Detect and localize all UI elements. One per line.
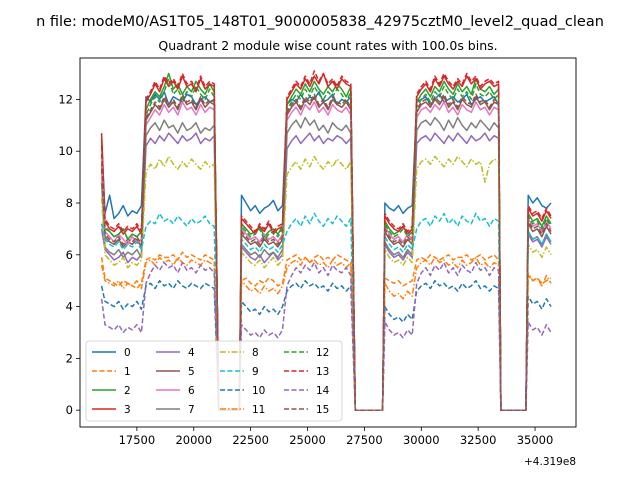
chart-title: Quadrant 2 module wise count rates with … bbox=[158, 38, 497, 53]
series-line-0 bbox=[100, 90, 552, 411]
legend-label-7: 7 bbox=[188, 404, 195, 416]
y-axis: 0 2 4 6 8 10 12 bbox=[58, 92, 80, 417]
x-tick-label: 25000 bbox=[289, 433, 326, 447]
figure-suptitle: n file: modeM0/AS1T05_148T01_9000005838_… bbox=[36, 14, 604, 30]
legend-label-13: 13 bbox=[316, 366, 329, 378]
legend-label-11: 11 bbox=[252, 404, 265, 416]
y-tick-label: 6 bbox=[66, 248, 73, 262]
x-tick-label: 32500 bbox=[460, 433, 497, 447]
x-tick-label: 35000 bbox=[517, 433, 554, 447]
x-tick-label: 17500 bbox=[119, 433, 156, 447]
y-tick-label: 8 bbox=[66, 196, 73, 210]
legend-label-6: 6 bbox=[188, 385, 195, 397]
y-tick-label: 10 bbox=[58, 144, 73, 158]
legend-label-4: 4 bbox=[188, 347, 195, 359]
x-axis: 17500 20000 22500 25000 27500 30000 32500 35000 bbox=[119, 427, 554, 447]
axes-frame bbox=[79, 57, 577, 428]
y-tick-label: 2 bbox=[66, 351, 73, 365]
series-line-15 bbox=[100, 93, 552, 411]
legend-label-9: 9 bbox=[252, 366, 259, 378]
series-line-13 bbox=[100, 70, 552, 411]
series-line-8 bbox=[100, 155, 552, 411]
series-line-2 bbox=[100, 72, 552, 411]
series-line-14 bbox=[100, 261, 552, 411]
series-line-12 bbox=[100, 77, 552, 411]
series-line-5 bbox=[100, 96, 552, 411]
plot-lines bbox=[100, 70, 552, 411]
legend-label-0: 0 bbox=[124, 347, 131, 359]
legend-label-14: 14 bbox=[316, 385, 330, 397]
legend-label-1: 1 bbox=[124, 366, 131, 378]
series-line-9 bbox=[100, 212, 552, 411]
series-line-11 bbox=[100, 256, 552, 411]
y-tick-label: 12 bbox=[58, 92, 73, 106]
legend-label-15: 15 bbox=[316, 404, 329, 416]
legend-label-5: 5 bbox=[188, 366, 195, 378]
x-tick-label: 20000 bbox=[175, 433, 212, 447]
legend-label-3: 3 bbox=[124, 404, 131, 416]
legend-label-12: 12 bbox=[316, 347, 329, 359]
x-tick-label: 22500 bbox=[232, 433, 269, 447]
series-line-4 bbox=[100, 132, 552, 411]
x-offset-label: +4.319e8 bbox=[524, 456, 576, 468]
y-tick-label: 0 bbox=[66, 403, 73, 417]
series-line-3 bbox=[100, 72, 552, 411]
legend-label-8: 8 bbox=[252, 347, 259, 359]
series-line-6 bbox=[100, 101, 552, 411]
series-line-1 bbox=[100, 251, 552, 411]
x-tick-label: 27500 bbox=[346, 433, 383, 447]
legend-label-2: 2 bbox=[124, 385, 131, 397]
legend-frame bbox=[85, 340, 343, 422]
legend-label-10: 10 bbox=[252, 385, 265, 397]
y-tick-label: 4 bbox=[66, 300, 73, 314]
x-tick-label: 30000 bbox=[403, 433, 440, 447]
series-line-7 bbox=[100, 116, 552, 411]
